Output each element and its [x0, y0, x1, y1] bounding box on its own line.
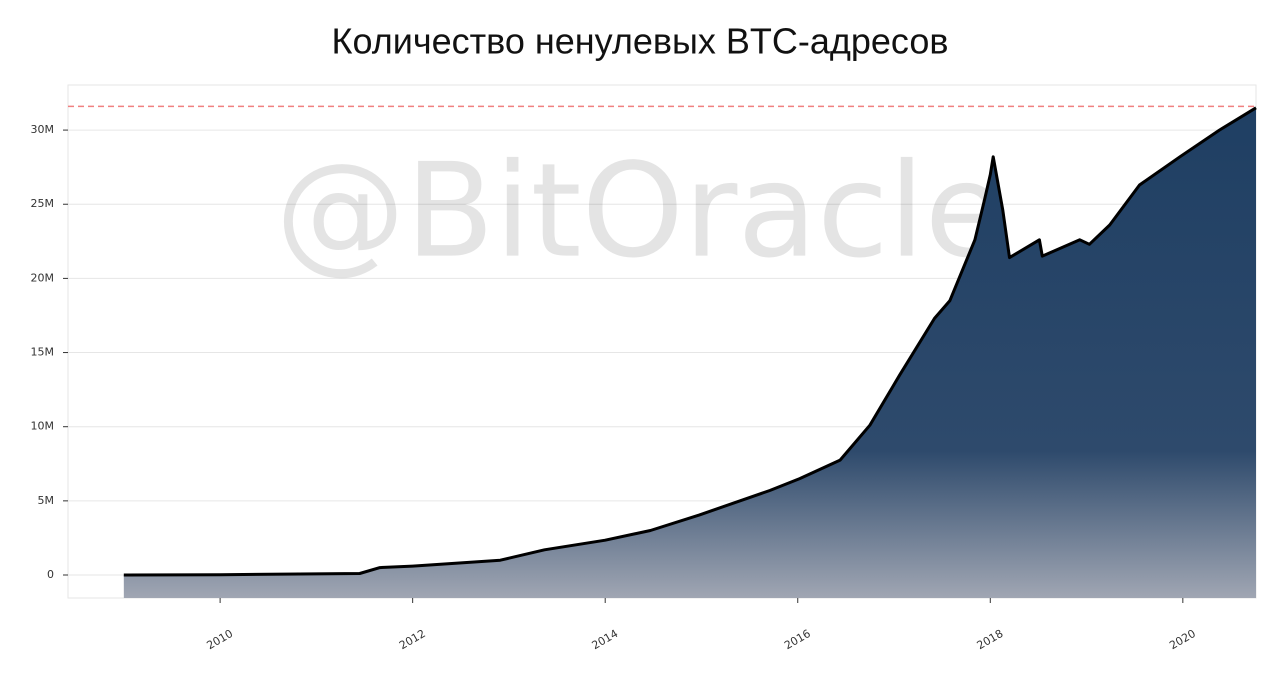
y-tick-label: 0: [47, 568, 54, 581]
chart-title: Количество ненулевых BTC-адресов: [332, 21, 949, 62]
x-tick-label: 2010: [204, 627, 235, 652]
y-tick-label: 15M: [31, 346, 55, 359]
line: [123, 106, 1257, 577]
y-tick-label: 20M: [31, 271, 55, 284]
y-tick-label: 5M: [38, 494, 55, 507]
x-tick-label: 2016: [782, 627, 813, 652]
y-tick-label: 30M: [31, 123, 55, 136]
x-tick-label: 2020: [1167, 627, 1198, 652]
y-tick-label: 10M: [31, 420, 55, 433]
x-tick-label: 2018: [975, 627, 1006, 652]
y-tick-label: 25M: [31, 197, 55, 210]
area: [123, 107, 1256, 599]
x-tick-label: 2012: [397, 627, 428, 652]
x-tick-label: 2014: [590, 627, 621, 652]
watermark: @BitOracle: [275, 135, 1004, 287]
